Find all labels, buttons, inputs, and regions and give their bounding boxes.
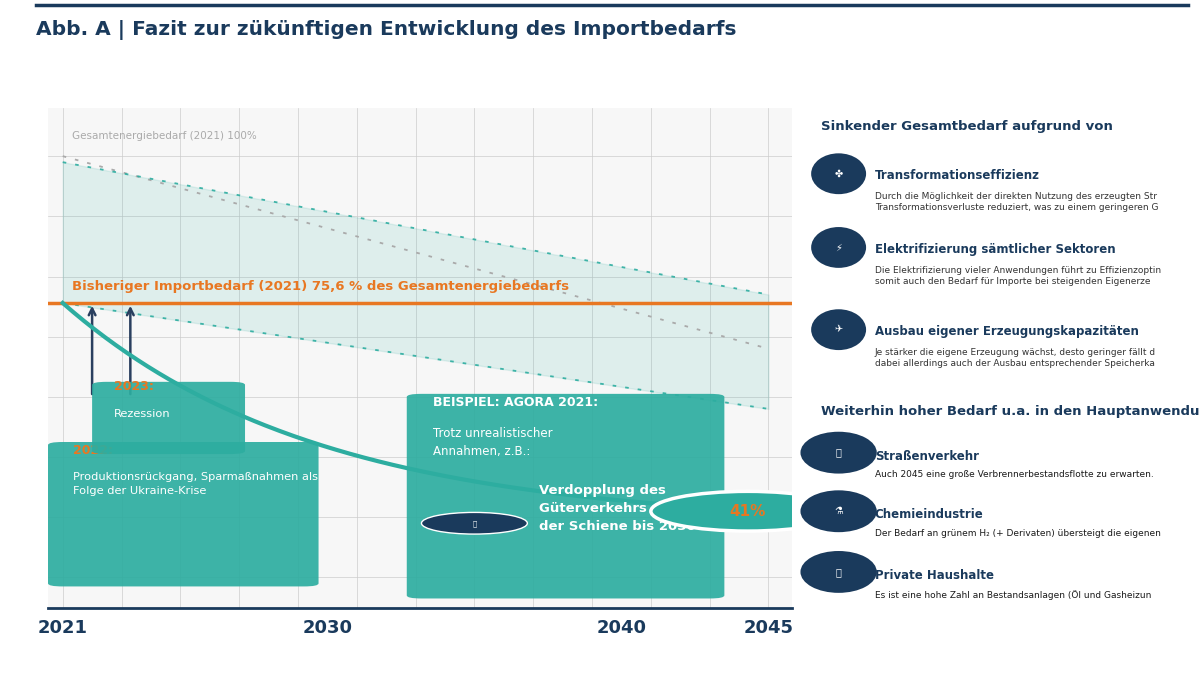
Text: 🚗: 🚗 <box>835 448 841 458</box>
Text: 41%: 41% <box>730 504 766 518</box>
Text: Durch die Möglichkeit der direkten Nutzung des erzeugten Str
Transformationsverl: Durch die Möglichkeit der direkten Nutzu… <box>875 192 1158 212</box>
Text: Gesamtenergiebedarf (2021) 100%: Gesamtenergiebedarf (2021) 100% <box>72 131 257 141</box>
Circle shape <box>811 309 866 350</box>
Text: Trotz unrealistischer
Annahmen, z.B.:: Trotz unrealistischer Annahmen, z.B.: <box>433 427 553 458</box>
Text: Der Bedarf an grünem H₂ (+ Derivaten) übersteigt die eigenen: Der Bedarf an grünem H₂ (+ Derivaten) üb… <box>875 529 1160 538</box>
Text: Je stärker die eigene Erzeugung wächst, desto geringer fällt d
dabei allerdings : Je stärker die eigene Erzeugung wächst, … <box>875 348 1156 368</box>
Circle shape <box>421 512 527 534</box>
Text: ⬛: ⬛ <box>473 520 476 526</box>
FancyBboxPatch shape <box>48 442 318 587</box>
Text: Es ist eine hohe Zahl an Bestandsanlagen (Öl und Gasheizun: Es ist eine hohe Zahl an Bestandsanlagen… <box>875 590 1151 599</box>
Text: Private Haushalte: Private Haushalte <box>875 569 994 582</box>
Text: BEISPIEL: AGORA 2021:: BEISPIEL: AGORA 2021: <box>433 396 599 409</box>
Text: ✤: ✤ <box>834 169 842 179</box>
Circle shape <box>800 432 877 474</box>
FancyBboxPatch shape <box>407 394 725 599</box>
Text: 🏠: 🏠 <box>835 567 841 577</box>
Text: 2023:: 2023: <box>114 379 154 393</box>
Text: Die Elektrifizierung vieler Anwendungen führt zu Effizienzoptin
somit auch den B: Die Elektrifizierung vieler Anwendungen … <box>875 266 1160 286</box>
Text: Produktionsrückgang, Sparmaßnahmen als
Folge der Ukraine-Krise: Produktionsrückgang, Sparmaßnahmen als F… <box>73 472 318 496</box>
Text: Weiterhin hoher Bedarf u.a. in den Hauptanwendungen: Weiterhin hoher Bedarf u.a. in den Haupt… <box>822 404 1200 418</box>
Text: ⚡: ⚡ <box>835 242 842 252</box>
Text: Bisheriger Importbedarf (2021) 75,6 % des Gesamtenergiebedarfs: Bisheriger Importbedarf (2021) 75,6 % de… <box>72 280 569 294</box>
FancyBboxPatch shape <box>92 382 245 454</box>
Text: ✈: ✈ <box>834 325 842 335</box>
Circle shape <box>811 153 866 194</box>
Text: 2022:: 2022: <box>73 444 113 457</box>
Text: Straßenverkehr: Straßenverkehr <box>875 450 979 462</box>
Text: Verdopplung des
Güterverkehrs auf
der Schiene bis 2030: Verdopplung des Güterverkehrs auf der Sc… <box>539 484 696 533</box>
Text: Abb. A | Fazit zur zükünftigen Entwicklung des Importbedarfs: Abb. A | Fazit zur zükünftigen Entwicklu… <box>36 20 737 40</box>
Text: Sinkender Gesamtbedarf aufgrund von: Sinkender Gesamtbedarf aufgrund von <box>822 120 1114 133</box>
Text: ⚗: ⚗ <box>834 506 842 516</box>
Text: Transformationseffizienz: Transformationseffizienz <box>875 169 1040 182</box>
Circle shape <box>650 491 845 531</box>
Text: Ausbau eigener Erzeugungskapazitäten: Ausbau eigener Erzeugungskapazitäten <box>875 325 1139 338</box>
Text: Elektrifizierung sämtlicher Sektoren: Elektrifizierung sämtlicher Sektoren <box>875 243 1116 256</box>
Text: Chemieindustrie: Chemieindustrie <box>875 508 984 521</box>
Circle shape <box>800 490 877 532</box>
Circle shape <box>800 551 877 593</box>
Text: Auch 2045 eine große Verbrennerbestandsflotte zu erwarten.: Auch 2045 eine große Verbrennerbestandsf… <box>875 470 1153 479</box>
Circle shape <box>811 227 866 268</box>
Text: Rezession: Rezession <box>114 409 170 419</box>
